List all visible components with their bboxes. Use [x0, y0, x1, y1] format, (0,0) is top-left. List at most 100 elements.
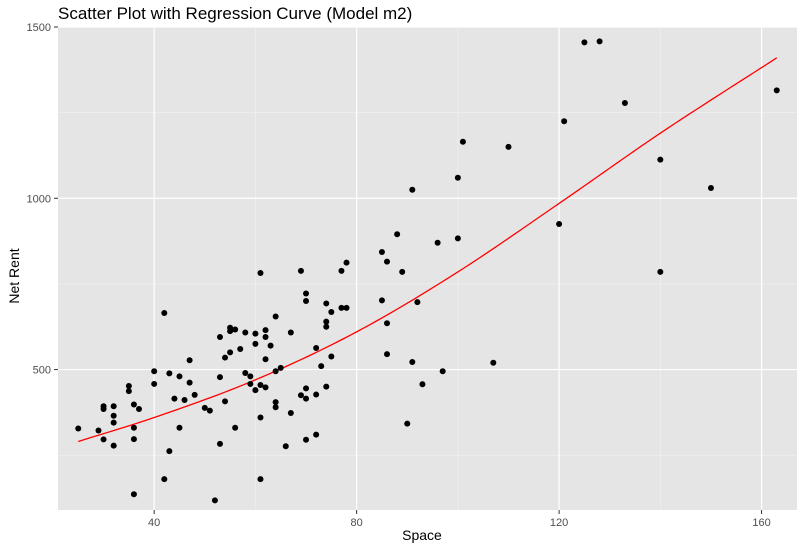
data-point — [409, 186, 416, 193]
data-point — [232, 424, 239, 431]
data-point — [166, 448, 173, 455]
data-point — [125, 388, 132, 395]
data-point — [262, 384, 269, 391]
data-point — [100, 403, 107, 410]
data-point — [110, 442, 117, 449]
data-point — [272, 368, 279, 375]
data-point — [287, 410, 294, 417]
data-point — [237, 346, 244, 352]
data-point — [232, 326, 239, 333]
y-tick-label: 1000 — [27, 193, 51, 205]
data-point — [328, 353, 335, 360]
data-point — [257, 476, 264, 483]
data-point — [272, 399, 279, 406]
data-point — [505, 143, 512, 150]
minor-gridlines — [58, 27, 797, 510]
data-point — [323, 383, 330, 390]
data-point — [191, 391, 198, 398]
data-point — [252, 330, 259, 337]
data-point — [303, 395, 310, 402]
data-point — [110, 412, 117, 419]
data-point — [181, 397, 188, 404]
data-point — [252, 340, 259, 347]
data-point — [257, 414, 264, 421]
data-point — [110, 403, 117, 410]
y-tick-label: 500 — [33, 365, 51, 377]
data-point — [211, 497, 218, 504]
x-tick-label: 40 — [148, 517, 160, 529]
data-point — [384, 320, 391, 327]
data-point — [657, 156, 664, 163]
data-point — [176, 424, 183, 431]
regression-curve — [78, 57, 778, 443]
data-point — [454, 174, 461, 181]
data-point — [262, 334, 269, 341]
data-point — [242, 329, 249, 336]
data-point — [318, 363, 325, 370]
data-point — [151, 380, 158, 387]
data-point — [313, 391, 320, 398]
data-point — [262, 356, 269, 363]
data-point — [561, 118, 568, 125]
data-point — [166, 370, 173, 377]
data-point — [171, 395, 178, 402]
data-point — [186, 357, 193, 364]
data-point — [773, 87, 780, 94]
data-point — [419, 381, 426, 388]
data-point — [323, 323, 330, 330]
data-point — [384, 258, 391, 265]
data-point — [227, 349, 234, 356]
data-point — [313, 431, 320, 438]
data-point — [596, 38, 603, 45]
data-point — [384, 351, 391, 358]
data-point — [434, 239, 441, 246]
data-point — [323, 318, 330, 325]
data-point — [490, 359, 497, 366]
data-point — [100, 436, 107, 443]
data-point — [454, 235, 461, 242]
data-point — [303, 436, 310, 443]
data-point — [222, 354, 229, 361]
data-point — [186, 379, 193, 386]
data-point — [257, 381, 264, 388]
axis-ticks: 40 80 120 160 500 1000 1500 — [27, 22, 771, 529]
data-point — [216, 334, 223, 341]
data-point — [247, 373, 254, 380]
data-point — [75, 425, 82, 432]
data-point — [287, 329, 294, 336]
data-point — [151, 368, 158, 375]
data-point — [409, 359, 416, 366]
data-point — [216, 440, 223, 447]
data-point — [581, 39, 588, 46]
data-point — [247, 380, 254, 387]
x-tick-label: 120 — [550, 517, 568, 529]
data-point — [414, 299, 421, 306]
data-points — [75, 38, 780, 504]
data-point — [95, 427, 102, 434]
data-point — [378, 297, 385, 304]
data-point — [267, 342, 274, 349]
data-point — [161, 476, 168, 483]
data-point — [343, 259, 350, 266]
data-point — [206, 407, 213, 414]
data-point — [556, 220, 563, 227]
data-point — [216, 374, 223, 381]
data-point — [323, 300, 330, 307]
x-axis-label: Space — [402, 527, 442, 543]
data-point — [297, 392, 304, 399]
data-point — [130, 436, 137, 443]
major-gridlines — [58, 26, 797, 510]
data-point — [222, 398, 229, 405]
plot-panel — [58, 27, 797, 510]
data-point — [130, 401, 137, 408]
data-point — [161, 310, 168, 317]
data-point — [303, 290, 310, 297]
data-point — [378, 249, 385, 256]
data-point — [272, 313, 279, 320]
data-point — [707, 185, 714, 191]
data-point — [303, 385, 310, 392]
data-point — [257, 269, 264, 276]
data-point — [135, 405, 142, 412]
data-point — [399, 268, 406, 275]
